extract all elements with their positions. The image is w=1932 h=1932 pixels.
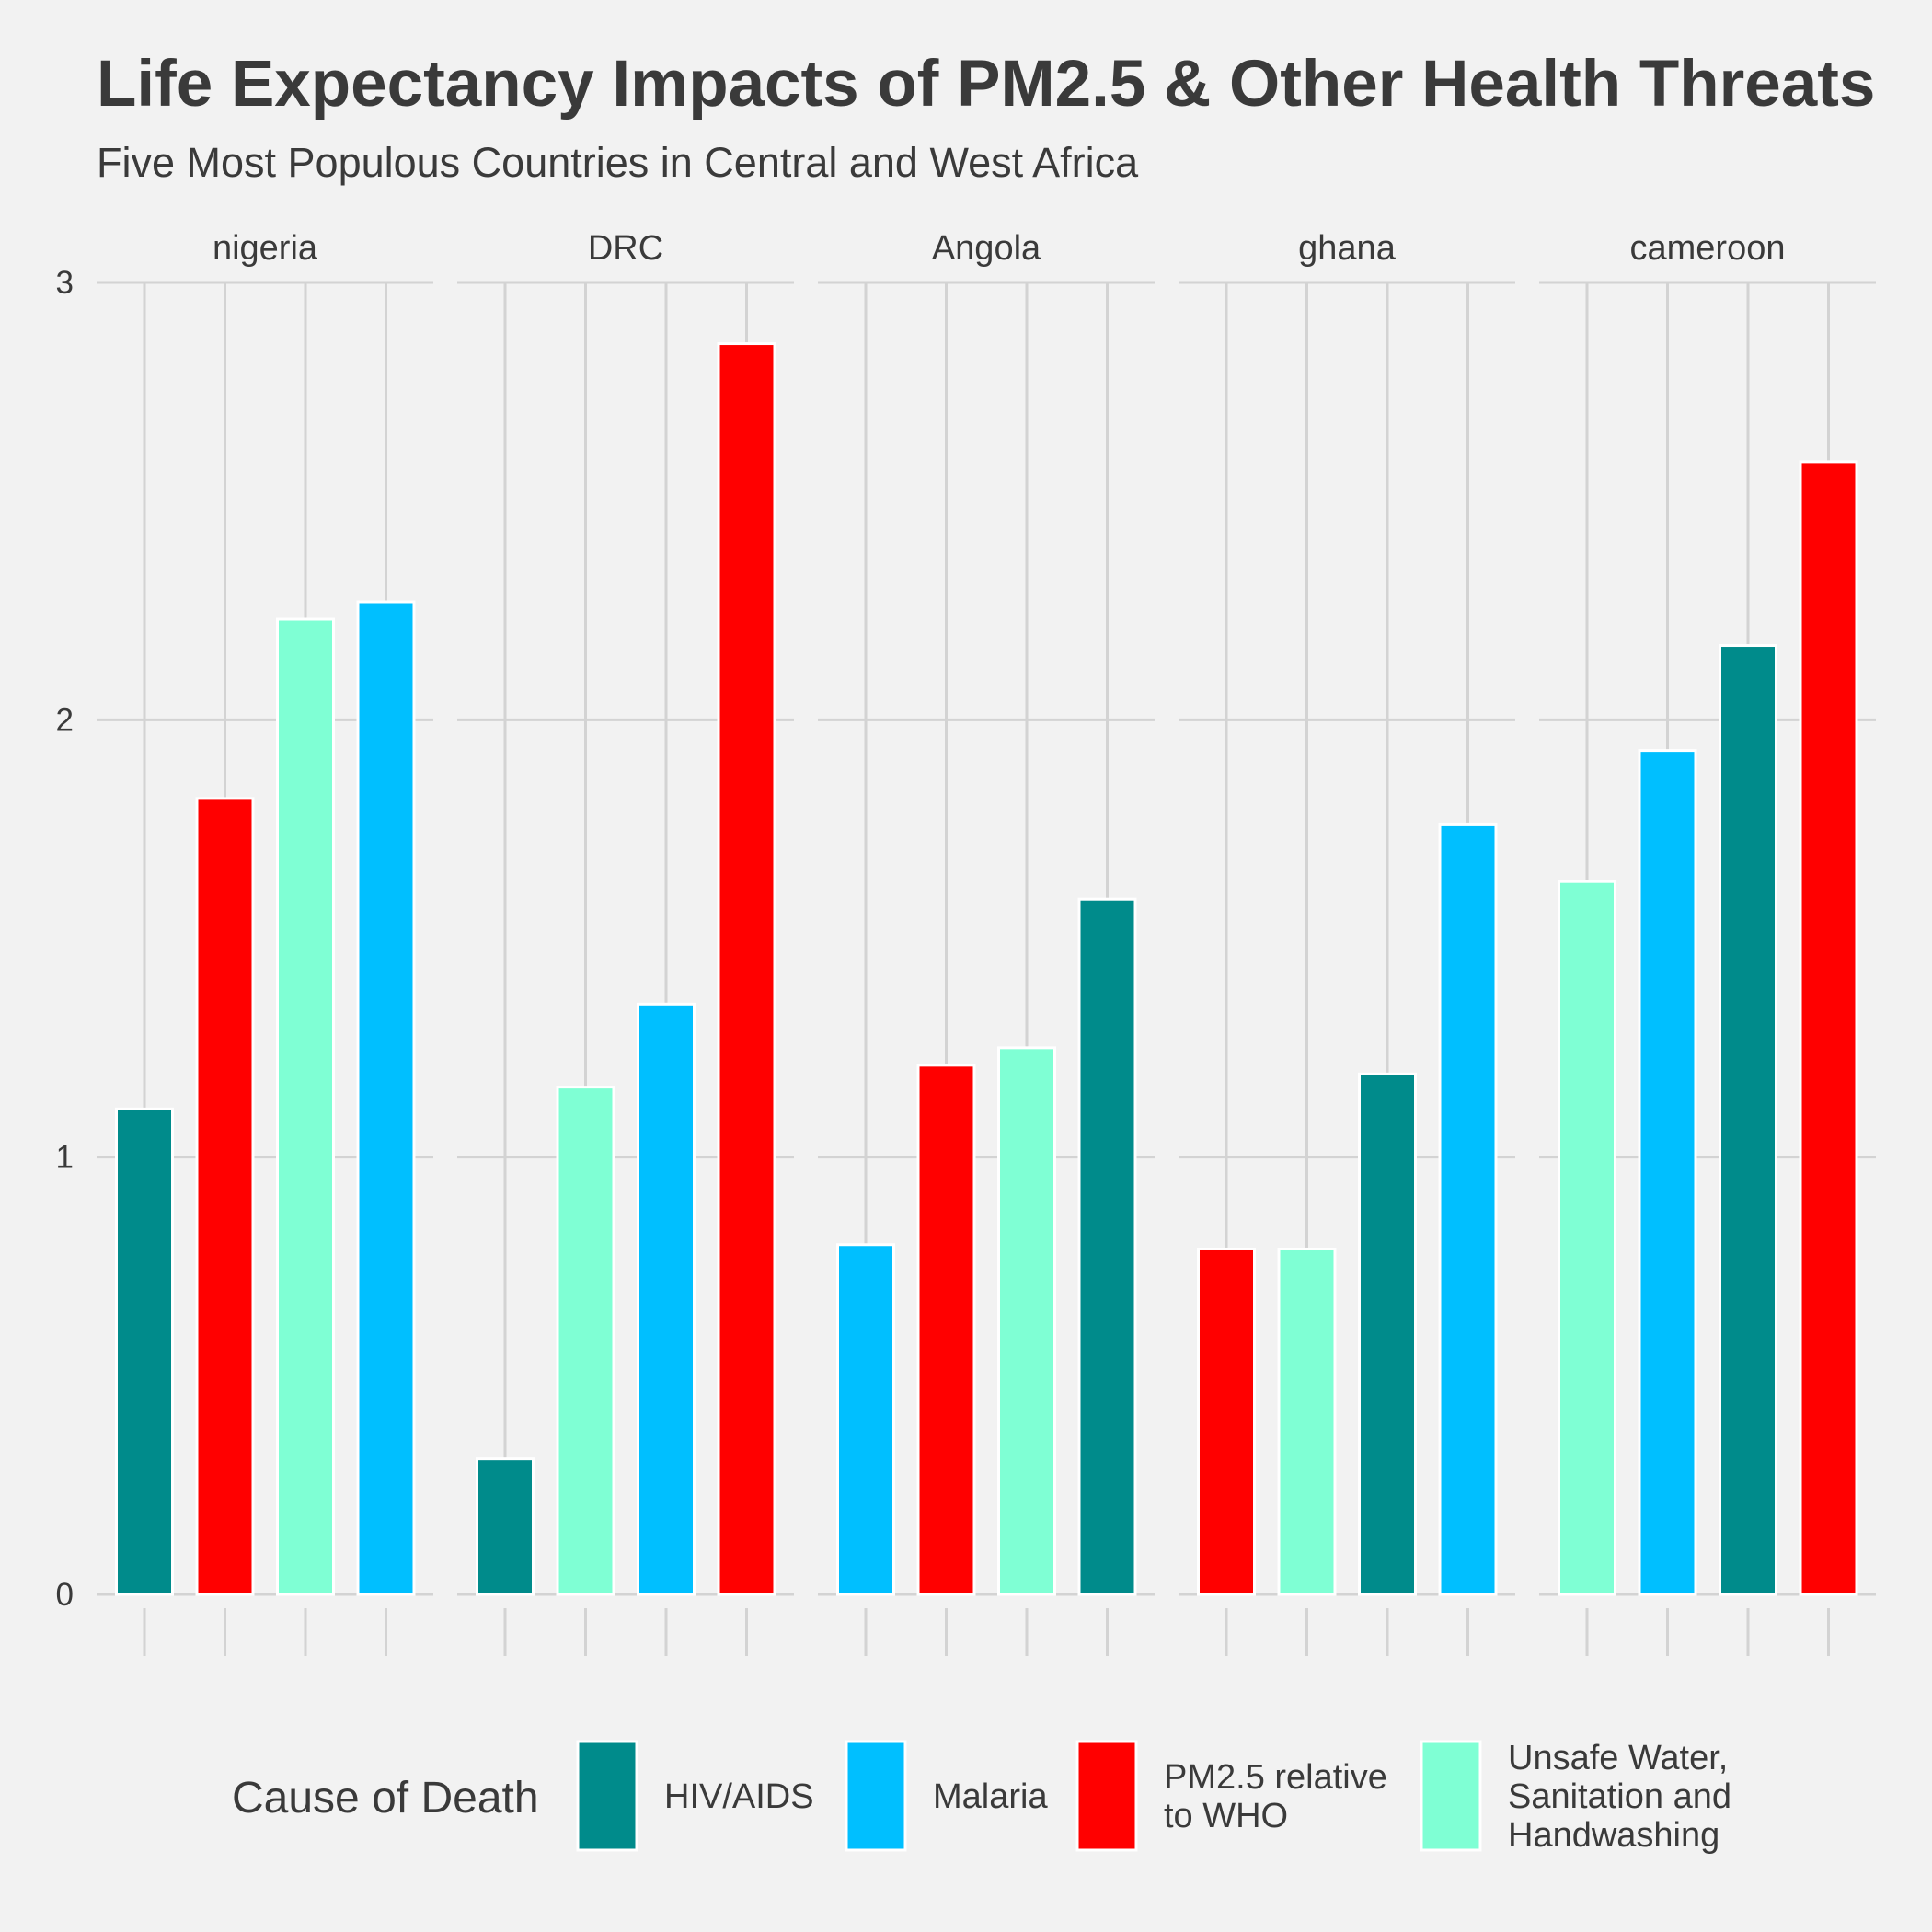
bar-ghana — [1358, 1072, 1417, 1596]
bar-angola — [836, 1243, 895, 1596]
legend: Cause of Death HIV/AIDS Malaria PM2.5 rela… — [232, 1739, 1731, 1855]
bar-angola — [997, 1046, 1056, 1596]
legend-title: Cause of Death — [232, 1774, 539, 1823]
chart-subtitle: Five Most Populous Countries in Central … — [97, 139, 1139, 186]
bar-drc — [476, 1457, 535, 1596]
y-tick-label: 0 — [56, 1577, 74, 1613]
bar-drc — [556, 1086, 615, 1596]
facet-strips: nigeria DRC Angola ghana cameroon — [213, 229, 1786, 268]
legend-label: Unsafe Water, Sanitation and Handwashing — [1508, 1739, 1731, 1855]
bar-nigeria — [276, 617, 335, 1596]
bar-cameroon — [1638, 749, 1697, 1596]
bar-angola — [916, 1064, 976, 1596]
legend-label: HIV/AIDS — [664, 1777, 814, 1816]
chart-title: Life Expectancy Impacts of PM2.5 & Other… — [97, 48, 1875, 121]
bar-nigeria — [115, 1107, 174, 1596]
bar-drc — [717, 342, 776, 1596]
legend-key — [845, 1740, 907, 1852]
bars — [115, 342, 1858, 1596]
legend-label: Malaria — [933, 1777, 1048, 1816]
legend-key — [1075, 1740, 1138, 1852]
legend-label: PM2.5 relative to WHO — [1164, 1758, 1387, 1835]
bar-ghana — [1277, 1247, 1337, 1596]
y-tick-label: 2 — [56, 702, 74, 738]
facet-label-drc: DRC — [588, 229, 663, 268]
bar-ghana — [1197, 1247, 1256, 1596]
bar-angola — [1077, 897, 1137, 1596]
legend-key — [576, 1740, 638, 1852]
bar-nigeria — [195, 797, 255, 1596]
bar-nigeria — [356, 600, 416, 1596]
facet-label-cameroon: cameroon — [1630, 229, 1786, 268]
y-tick-label: 3 — [56, 265, 74, 301]
bar-ghana — [1438, 822, 1498, 1596]
bar-cameroon — [1719, 644, 1777, 1596]
y-axis: 0 1 2 3 — [56, 265, 74, 1613]
bar-cameroon — [1558, 880, 1616, 1596]
facet-label-angola: Angola — [932, 229, 1041, 268]
y-tick-label: 1 — [56, 1140, 74, 1176]
legend-items: HIV/AIDS Malaria PM2.5 relative to WHO Unsaf… — [576, 1739, 1731, 1855]
legend-key — [1420, 1740, 1482, 1852]
bar-drc — [637, 1002, 696, 1596]
bar-cameroon — [1799, 460, 1858, 1596]
facet-label-ghana: ghana — [1298, 229, 1397, 268]
facet-label-nigeria: nigeria — [213, 229, 318, 268]
